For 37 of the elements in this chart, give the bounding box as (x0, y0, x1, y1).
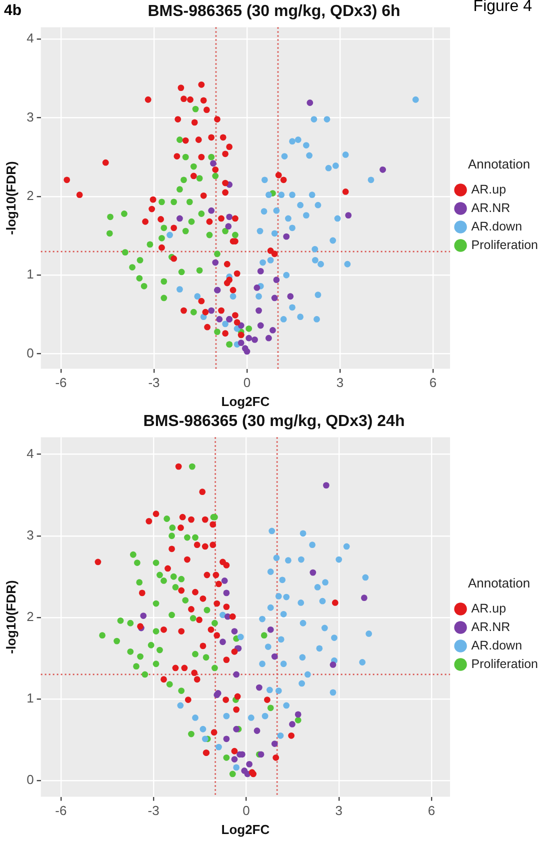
x-tick-label: 6 (429, 375, 437, 390)
y-tick-label: 1 (26, 266, 34, 282)
text: 4b (4, 2, 22, 19)
x-tick-label: 6 (428, 803, 436, 818)
y-tick-label: 1 (26, 690, 34, 706)
y-tick-label: 4 (26, 446, 34, 461)
legend-title: Annotation (468, 156, 530, 172)
x-tick-label: 0 (243, 375, 251, 390)
x-axis-title: Log2FC (221, 394, 270, 409)
y-tick-label: 2 (26, 608, 34, 624)
y-tick-label: 0 (26, 772, 34, 788)
chart-title: BMS-986365 (30 mg/kg, QDx3) 24h (143, 413, 405, 430)
x-axis-title: Log2FC (221, 822, 270, 837)
legend-label: Proliferation (471, 657, 538, 672)
legend-label: AR.NR (471, 620, 510, 634)
legend-label: AR.down (471, 638, 522, 653)
legend-label: AR.NR (471, 201, 510, 216)
x-tick-label: -6 (55, 803, 67, 818)
x-tick-label: 3 (335, 803, 342, 818)
y-axis-title: -log10(FDR) (3, 161, 18, 235)
y-tick-label: 4 (26, 30, 34, 46)
chart-title: BMS-986365 (30 mg/kg, QDx3) 6h (148, 3, 400, 20)
x-tick-label: 0 (242, 803, 250, 818)
y-tick-label: 2 (26, 188, 34, 204)
x-tick-label: -3 (148, 375, 160, 390)
x-tick-label: -3 (148, 803, 160, 818)
legend-label: Proliferation (471, 238, 538, 252)
y-tick-label: 0 (26, 345, 34, 360)
y-tick-label: 3 (26, 527, 34, 542)
x-tick-label: -6 (55, 375, 67, 390)
x-tick-label: 3 (336, 375, 344, 390)
y-tick-label: 3 (26, 109, 34, 124)
legend-label: AR.down (471, 220, 522, 234)
legend-label: AR.up (471, 602, 506, 616)
legend-title: Annotation (468, 575, 530, 590)
legend-label: AR.up (471, 182, 506, 197)
y-axis-title: -log10(FDR) (3, 580, 18, 654)
